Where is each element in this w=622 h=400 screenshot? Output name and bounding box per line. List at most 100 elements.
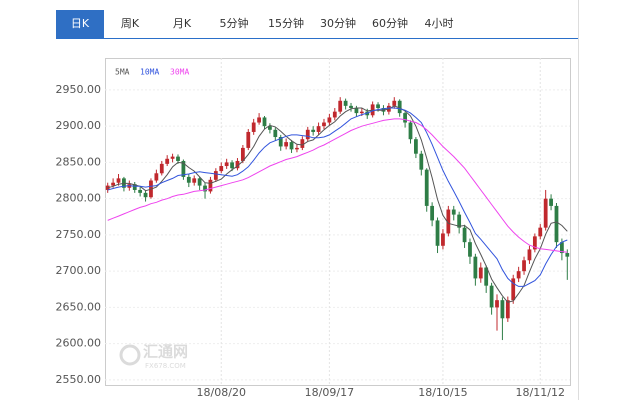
- candle-body: [186, 176, 191, 183]
- y-tick-label: 2600.00: [56, 337, 102, 350]
- grid: 2550.00 2600.00 2650.00 2700.00 2750.00 2800.…: [56, 58, 570, 399]
- candle-body: [176, 156, 180, 161]
- tab-label[interactable]: 4小时: [425, 17, 454, 30]
- candle-body: [549, 198, 553, 206]
- tab[interactable]: 周K: [121, 17, 140, 30]
- x-tick-label: 18/08/20: [197, 386, 246, 399]
- tab[interactable]: 5分钟: [220, 16, 249, 30]
- tab[interactable]: 30分钟: [320, 16, 356, 30]
- candle-body: [522, 260, 526, 272]
- y-tick-label: 2650.00: [56, 300, 102, 313]
- candle-body: [295, 147, 299, 150]
- tab[interactable]: 4小时: [425, 17, 454, 30]
- candles: [105, 97, 570, 341]
- candle-body: [268, 126, 272, 130]
- tab-label[interactable]: 日K: [71, 17, 90, 30]
- x-tick-label: 18/09/17: [305, 386, 354, 399]
- ma-line: [107, 118, 568, 253]
- candle-body: [414, 139, 418, 154]
- candle-body: [246, 131, 251, 148]
- tab-active-bg: [56, 10, 104, 38]
- tab-label[interactable]: 周K: [121, 17, 140, 30]
- candle-body: [538, 227, 543, 237]
- candle-body: [311, 129, 316, 132]
- tab-label[interactable]: 30分钟: [320, 16, 356, 30]
- candle-body: [495, 300, 499, 308]
- candle-body: [230, 162, 234, 169]
- candle-body: [343, 100, 348, 106]
- candle-body: [154, 173, 159, 181]
- candle-body: [451, 209, 456, 215]
- candle-body: [111, 182, 116, 186]
- plot-frame: [105, 58, 571, 386]
- tab-label[interactable]: 月K: [173, 17, 192, 30]
- candle-body: [203, 185, 207, 192]
- candle-body: [376, 104, 380, 109]
- candle-body: [559, 242, 564, 254]
- candle-body: [359, 111, 364, 114]
- y-tick-label: 2750.00: [56, 228, 102, 241]
- candle-body: [554, 205, 559, 243]
- tab[interactable]: 月K: [173, 17, 192, 30]
- candle-body: [505, 300, 510, 319]
- candle-body: [565, 253, 570, 257]
- candle-body: [284, 142, 289, 147]
- candle-body: [192, 178, 197, 183]
- y-tick-label: 2850.00: [56, 155, 102, 168]
- tab-label[interactable]: 5分钟: [220, 16, 249, 30]
- tab[interactable]: 60分钟: [372, 16, 408, 30]
- candle-body: [392, 100, 397, 106]
- candle-body: [516, 271, 521, 279]
- candle-body: [213, 171, 218, 180]
- candle-body: [327, 117, 332, 123]
- candle-body: [273, 129, 278, 138]
- candle-body: [511, 278, 516, 301]
- candle-body: [138, 189, 143, 193]
- candle-body: [543, 198, 548, 228]
- watermark-subtitle: FX678.COM: [145, 362, 186, 370]
- y-tick-label: 2900.00: [56, 119, 102, 132]
- legend: 5MA 10MA 30MA: [115, 68, 189, 77]
- tab-bar: 日K 周K 月K 5分钟 15分钟 30分钟 60分钟 4小时: [56, 10, 454, 38]
- ma-line: [107, 105, 568, 303]
- candle-body: [143, 192, 148, 198]
- candle-body: [262, 117, 267, 127]
- legend-entry: 30MA: [170, 68, 189, 77]
- candle-body: [300, 139, 305, 148]
- candle-body: [132, 184, 137, 190]
- tab-label[interactable]: 60分钟: [372, 16, 408, 30]
- y-tick-label: 2800.00: [56, 192, 102, 205]
- candle-body: [446, 209, 451, 234]
- candle-body: [219, 166, 224, 172]
- candle-body: [165, 158, 170, 164]
- candle-body: [224, 162, 229, 167]
- candle-body: [159, 163, 164, 174]
- candle-body: [305, 129, 310, 140]
- candle-body: [489, 285, 494, 308]
- candle-body: [478, 267, 483, 279]
- candle-body: [468, 242, 472, 257]
- candle-body: [240, 147, 245, 161]
- candle-body: [170, 156, 175, 159]
- candle-body: [462, 227, 467, 243]
- candle-body: [473, 256, 478, 279]
- legend-entry: 10MA: [140, 68, 159, 77]
- y-tick-label: 2550.00: [56, 373, 102, 386]
- tab[interactable]: 日K: [56, 10, 104, 38]
- y-tick-label: 2950.00: [56, 83, 102, 96]
- candle-body: [251, 122, 256, 132]
- candle-body: [457, 214, 462, 228]
- tab[interactable]: 15分钟: [268, 16, 304, 30]
- candle-body: [397, 100, 402, 114]
- candle-body: [197, 178, 202, 186]
- candle-body: [527, 249, 532, 261]
- candle-body: [430, 205, 435, 221]
- candle-body: [116, 178, 121, 183]
- x-tick-label: 18/10/15: [418, 386, 467, 399]
- candle-body: [289, 142, 294, 150]
- candle-body: [408, 122, 413, 140]
- legend-entry: 5MA: [115, 68, 130, 77]
- tab-label[interactable]: 15分钟: [268, 16, 304, 30]
- candle-body: [424, 169, 429, 206]
